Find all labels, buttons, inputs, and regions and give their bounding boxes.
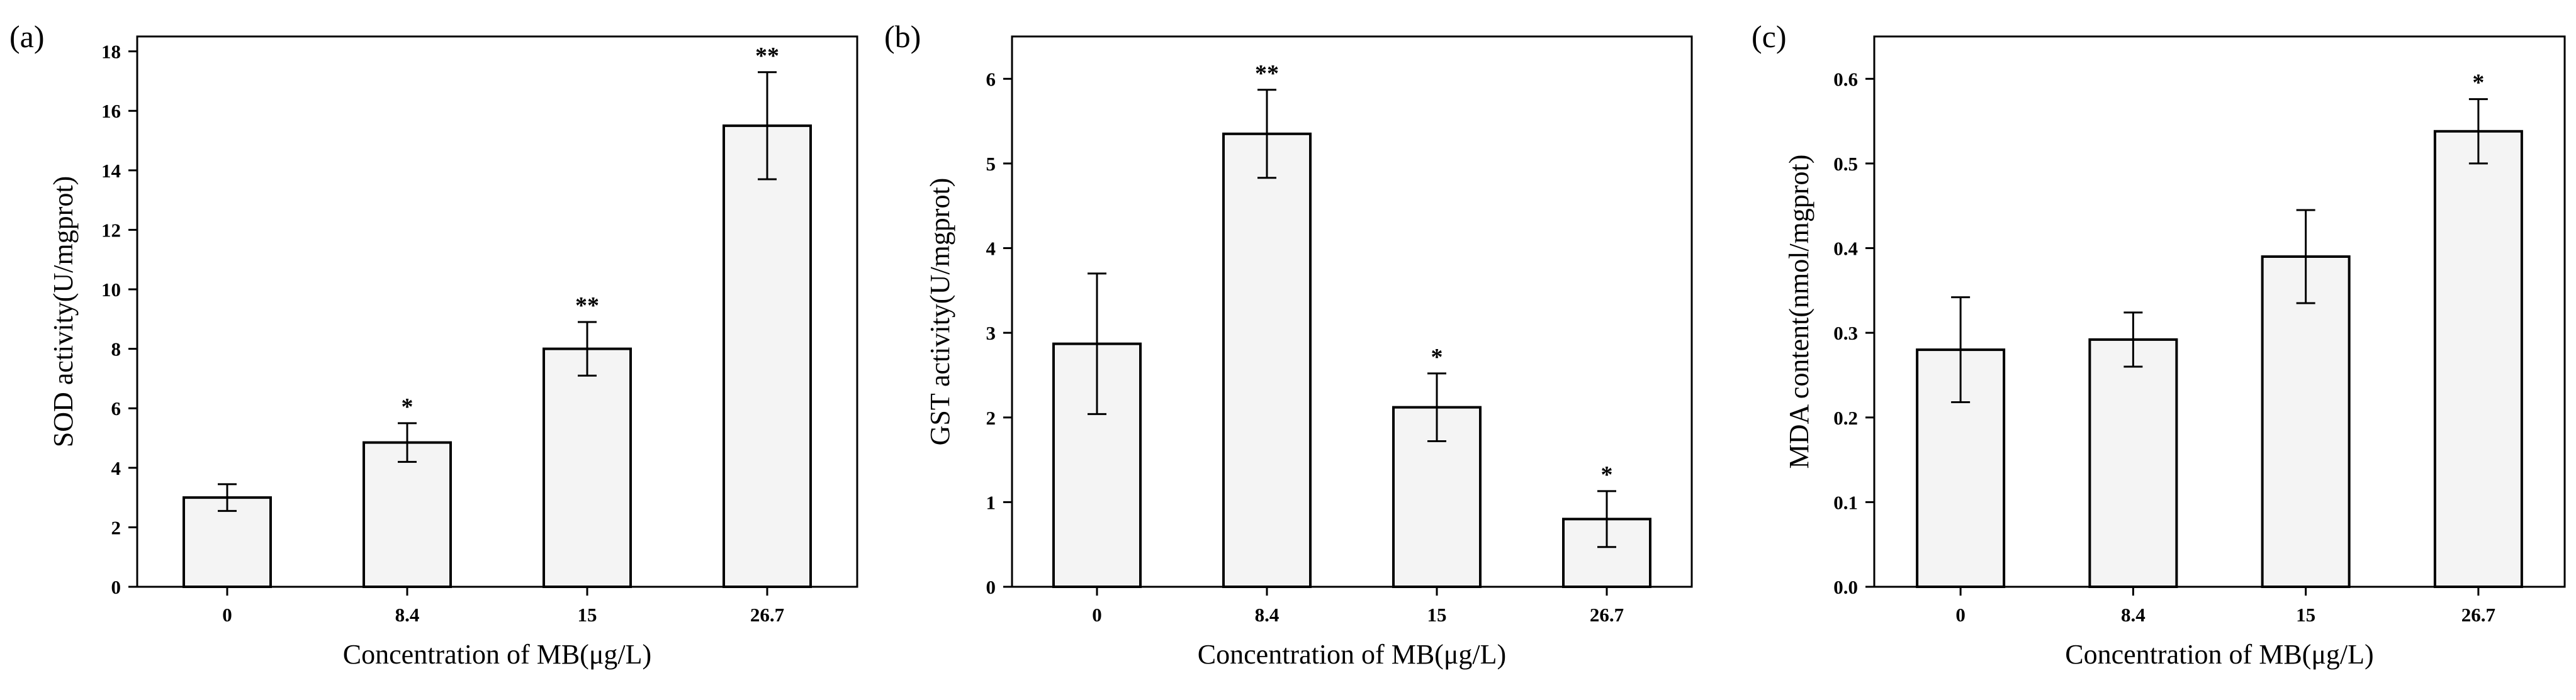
x-tick-label: 15 [2296, 604, 2315, 626]
y-tick-label: 1 [986, 491, 996, 513]
bar [2088, 338, 2178, 589]
x-tick-label: 8.4 [1255, 604, 1280, 626]
bar [2433, 130, 2523, 588]
bar [183, 496, 272, 588]
chart-panel-a: 0 2 4 6 8 10 12 14 16 18 0 8.4 * 15 ** 26.7 ** Concentrat… [9, 19, 858, 670]
y-axis-title: SOD activity(U/mgprot) [48, 176, 79, 447]
y-tick-label: 0.1 [1833, 491, 1858, 513]
x-tick-label: 0 [222, 604, 232, 626]
bar [2261, 255, 2351, 588]
y-tick-label: 0.4 [1833, 238, 1858, 260]
y-tick-label: 18 [101, 41, 121, 63]
plot-frame [1873, 35, 2566, 588]
y-tick-label: 0 [111, 576, 121, 598]
y-tick-label: 0.2 [1833, 407, 1858, 429]
y-tick-label: 16 [101, 100, 121, 122]
x-tick-label: 26.7 [750, 604, 784, 626]
x-tick-label: 0 [1092, 604, 1102, 626]
y-tick-label: 4 [111, 457, 121, 479]
bar [723, 124, 812, 588]
x-tick-label: 26.7 [2461, 604, 2495, 626]
significance-mark: ** [1255, 60, 1279, 87]
y-tick-label: 6 [111, 397, 121, 419]
y-tick-label: 12 [101, 219, 121, 241]
bar [363, 441, 452, 588]
y-tick-label: 10 [101, 279, 121, 301]
x-axis-title: Concentration of MB(μg/L) [343, 639, 651, 670]
x-tick-label: 15 [578, 604, 597, 626]
panel-label: (b) [884, 19, 921, 54]
x-tick-label: 15 [1427, 604, 1447, 626]
bar [1222, 132, 1312, 589]
y-tick-label: 0 [986, 576, 996, 598]
significance-mark: * [1601, 462, 1613, 488]
significance-mark: * [402, 394, 413, 420]
panel-label: (c) [1752, 19, 1787, 54]
bar [543, 347, 632, 589]
significance-mark: ** [575, 292, 599, 319]
y-axis-title: MDA content(nmol/mgprot) [1784, 155, 1814, 469]
y-tick-label: 6 [986, 68, 996, 90]
x-tick-label: 8.4 [395, 604, 420, 626]
x-tick-label: 8.4 [2121, 604, 2146, 626]
chart-panel-c: 0.0 0.1 0.2 0.3 0.4 0.5 0.6 0 8.4 15 26.7 * Concentr… [1752, 19, 2566, 670]
y-tick-label: 0.0 [1833, 576, 1858, 598]
y-tick-label: 14 [101, 160, 121, 182]
y-tick-label: 4 [986, 238, 996, 260]
significance-mark: ** [755, 43, 779, 69]
y-tick-label: 0.6 [1833, 68, 1858, 90]
plot-frame [136, 35, 858, 588]
plot-frame [1011, 35, 1693, 588]
y-axis-title: GST activity(U/mgprot) [925, 178, 955, 446]
x-axis-title: Concentration of MB(μg/L) [1198, 639, 1506, 670]
y-tick-label: 3 [986, 322, 996, 344]
significance-mark: * [1431, 344, 1443, 370]
x-axis-title: Concentration of MB(μg/L) [2065, 639, 2373, 670]
y-tick-label: 5 [986, 153, 996, 175]
y-tick-label: 8 [111, 338, 121, 360]
significance-mark: * [2472, 70, 2484, 96]
y-tick-label: 0.3 [1833, 322, 1858, 344]
y-tick-label: 2 [111, 516, 121, 538]
y-tick-label: 0.5 [1833, 153, 1858, 175]
x-tick-label: 26.7 [1590, 604, 1624, 626]
y-tick-label: 2 [986, 407, 996, 429]
panel-label: (a) [9, 19, 45, 54]
x-tick-label: 0 [1955, 604, 1966, 626]
chart-panel-b: 0 1 2 3 4 5 6 0 8.4 ** 15 * 26.7 * Concentration of MB… [884, 19, 1693, 670]
